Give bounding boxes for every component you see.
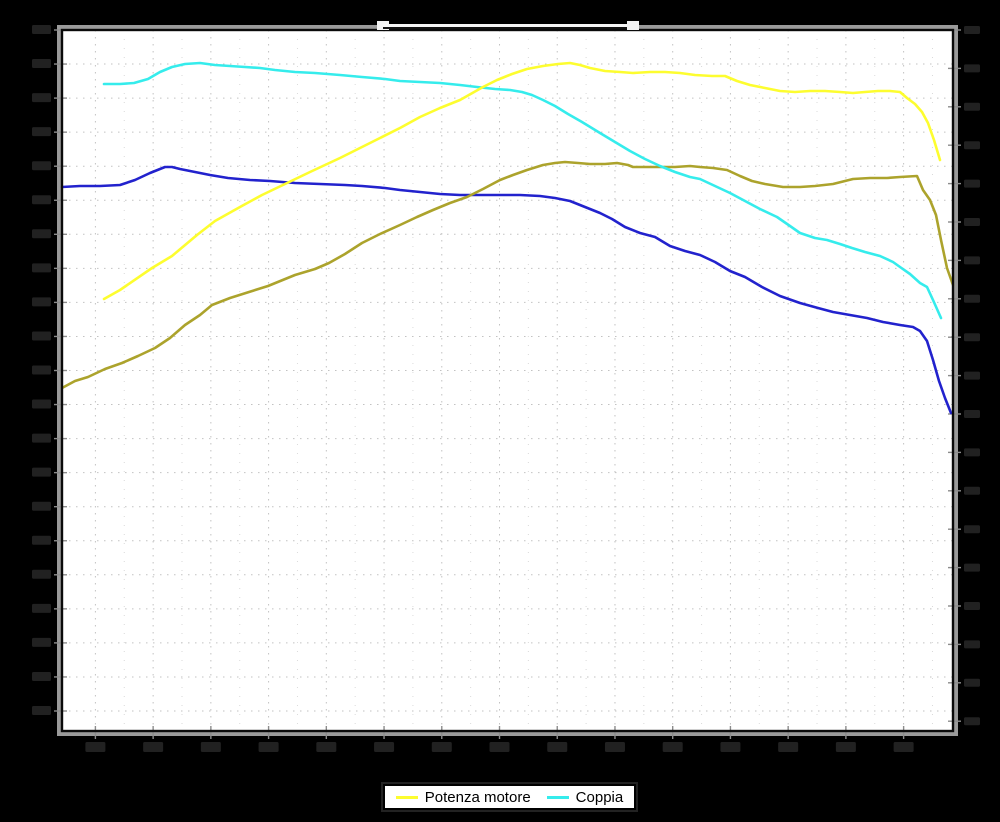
illegible-tick-label bbox=[547, 742, 568, 752]
illegible-tick-label bbox=[964, 640, 980, 649]
legend-label-torque: Coppia bbox=[575, 788, 624, 806]
legend-swatch-torque-line bbox=[546, 795, 569, 799]
illegible-tick-label bbox=[964, 717, 980, 726]
illegible-tick-label bbox=[85, 742, 106, 752]
illegible-tick-label bbox=[32, 399, 51, 409]
illegible-tick-label bbox=[964, 563, 980, 572]
illegible-tick-label bbox=[835, 742, 856, 752]
plot-border bbox=[60, 28, 955, 733]
illegible-tick-label bbox=[32, 161, 51, 171]
plot-background bbox=[62, 30, 953, 731]
illegible-tick-label bbox=[964, 294, 980, 303]
series-line-potenza-motore bbox=[102, 61, 942, 301]
top-box-bottom-edge bbox=[383, 24, 633, 29]
illegible-tick-label bbox=[32, 569, 51, 579]
series-layer bbox=[60, 61, 955, 415]
illegible-tick-label bbox=[32, 535, 51, 545]
illegible-tick-label bbox=[32, 263, 51, 273]
illegible-tick-label bbox=[32, 59, 51, 69]
illegible-tick-label bbox=[964, 256, 980, 265]
illegible-tick-label bbox=[200, 742, 221, 752]
legend-box: Potenza motore Coppia bbox=[383, 784, 636, 810]
illegible-tick-label bbox=[32, 127, 51, 137]
legend-swatch-power-line bbox=[395, 795, 418, 799]
illegible-tick-label bbox=[720, 742, 741, 752]
illegible-tick-label bbox=[964, 448, 980, 457]
illegible-tick-label bbox=[964, 64, 980, 73]
illegible-tick-label bbox=[143, 742, 164, 752]
illegible-tick-label bbox=[964, 26, 980, 34]
illegible-tick-label bbox=[964, 179, 980, 188]
illegible-tick-label bbox=[964, 218, 980, 226]
illegible-tick-label bbox=[32, 365, 51, 375]
illegible-tick-label bbox=[32, 433, 51, 443]
illegible-tick-label bbox=[489, 742, 510, 752]
illegible-tick-label bbox=[964, 678, 980, 687]
illegible-tick-label bbox=[32, 501, 51, 511]
tick-layer bbox=[32, 25, 980, 752]
illegible-tick-label bbox=[32, 297, 51, 307]
illegible-tick-label bbox=[964, 525, 980, 534]
illegible-tick-label bbox=[964, 141, 980, 150]
illegible-tick-label bbox=[32, 25, 51, 34]
illegible-tick-label bbox=[964, 486, 980, 495]
illegible-tick-label bbox=[431, 742, 452, 752]
illegible-tick-label bbox=[32, 671, 51, 681]
illegible-tick-label bbox=[964, 602, 980, 610]
illegible-tick-label bbox=[32, 195, 51, 205]
illegible-tick-label bbox=[258, 742, 279, 752]
illegible-tick-label bbox=[964, 333, 980, 342]
illegible-tick-label bbox=[32, 467, 51, 477]
illegible-tick-label bbox=[32, 706, 51, 715]
top-box-right-corner bbox=[627, 21, 639, 30]
illegible-tick-label bbox=[32, 637, 51, 647]
illegible-tick-label bbox=[32, 93, 51, 103]
illegible-tick-label bbox=[32, 229, 51, 239]
series-line-unlabeled-olive bbox=[60, 160, 955, 390]
grid-layer bbox=[62, 30, 953, 731]
illegible-tick-label bbox=[893, 742, 914, 752]
series-line-unlabeled-blue bbox=[60, 165, 953, 415]
illegible-tick-label bbox=[964, 371, 980, 380]
illegible-tick-label bbox=[32, 331, 51, 341]
illegible-tick-label bbox=[316, 742, 337, 752]
illegible-tick-label bbox=[32, 603, 51, 613]
illegible-tick-label bbox=[778, 742, 799, 752]
legend-item-potenza-motore: Potenza motore bbox=[395, 788, 531, 806]
series-line-coppia bbox=[102, 61, 943, 320]
illegible-tick-label bbox=[604, 742, 625, 752]
illegible-tick-label bbox=[964, 410, 980, 418]
legend-label-power: Potenza motore bbox=[424, 788, 531, 806]
illegible-tick-label bbox=[964, 102, 980, 111]
legend-item-coppia: Coppia bbox=[546, 788, 624, 806]
illegible-tick-label bbox=[374, 742, 395, 752]
illegible-tick-label bbox=[662, 742, 683, 752]
